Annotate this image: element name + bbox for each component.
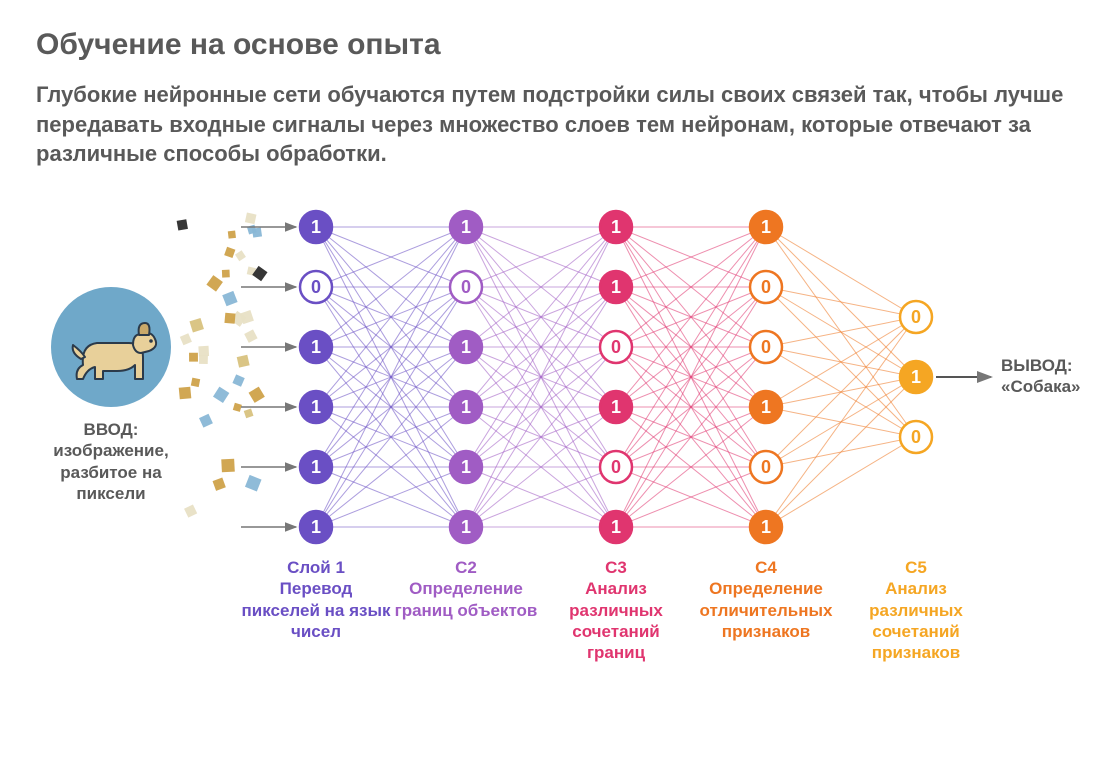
svg-text:1: 1 <box>311 397 321 417</box>
svg-text:1: 1 <box>311 217 321 237</box>
svg-text:1: 1 <box>611 217 621 237</box>
svg-text:0: 0 <box>761 277 771 297</box>
svg-text:1: 1 <box>311 337 321 357</box>
svg-text:1: 1 <box>461 337 471 357</box>
output-label: ВЫВОД:«Собака» <box>1001 355 1091 398</box>
svg-text:0: 0 <box>911 427 921 447</box>
layer-label-L3: С3Анализ различных сочетаний границ <box>541 557 691 663</box>
svg-text:0: 0 <box>761 337 771 357</box>
svg-text:1: 1 <box>911 367 921 387</box>
svg-text:0: 0 <box>461 277 471 297</box>
layer-label-L1: Слой 1Перевод пикселей на язык чисел <box>241 557 391 642</box>
pixel-scatter <box>177 213 268 518</box>
nn-diagram: ВВОД:изображение,разбитое напиксели 1011… <box>36 197 1084 697</box>
svg-text:1: 1 <box>761 217 771 237</box>
page-title: Обучение на основе опыта <box>36 28 1084 62</box>
svg-text:0: 0 <box>611 457 621 477</box>
svg-text:1: 1 <box>461 217 471 237</box>
svg-text:0: 0 <box>611 337 621 357</box>
svg-text:1: 1 <box>611 397 621 417</box>
svg-text:1: 1 <box>611 517 621 537</box>
svg-text:1: 1 <box>461 517 471 537</box>
svg-text:0: 0 <box>761 457 771 477</box>
svg-text:0: 0 <box>311 277 321 297</box>
svg-text:1: 1 <box>311 457 321 477</box>
svg-text:1: 1 <box>311 517 321 537</box>
svg-text:1: 1 <box>761 517 771 537</box>
layer-label-L4: С4Определение отличительных признаков <box>691 557 841 642</box>
layer-label-L2: С2Определение границ объектов <box>391 557 541 621</box>
svg-text:1: 1 <box>461 397 471 417</box>
svg-text:1: 1 <box>461 457 471 477</box>
svg-text:1: 1 <box>611 277 621 297</box>
layer-label-L5: С5Анализ различных сочетаний признаков <box>841 557 991 663</box>
svg-text:1: 1 <box>761 397 771 417</box>
svg-text:0: 0 <box>911 307 921 327</box>
page-subtitle: Глубокие нейронные сети обучаются путем … <box>36 80 1084 169</box>
nodes: 1 0 1 1 1 1 1 0 1 1 1 1 1 1 0 1 0 1 1 0 0 1 0 1 0 1 0 <box>300 211 932 543</box>
